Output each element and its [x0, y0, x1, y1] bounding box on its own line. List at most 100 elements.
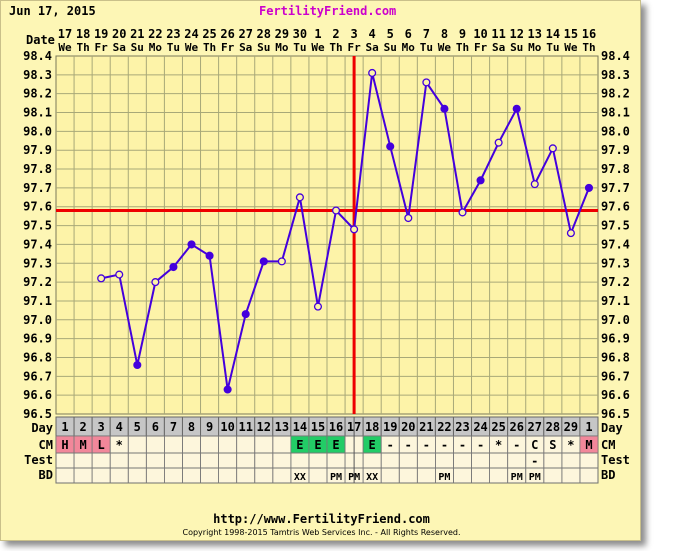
date-label: 24 — [184, 27, 198, 41]
date-label: 23 — [166, 27, 180, 41]
y-tick-label-right: 96.9 — [601, 332, 630, 346]
y-tick-label-left: 96.9 — [23, 332, 52, 346]
y-tick-label-left: 96.6 — [23, 388, 52, 402]
y-tick-label-left: 98.4 — [23, 49, 52, 63]
y-tick-label-right: 97.4 — [601, 237, 630, 251]
cm-value: S — [549, 438, 556, 452]
y-tick-label-right: 96.5 — [601, 407, 630, 421]
temperature-point — [205, 251, 214, 260]
temperature-point — [277, 257, 286, 266]
weekday-label: Sa — [113, 41, 126, 54]
temperature-point — [476, 176, 485, 185]
weekday-label: Fr — [474, 41, 488, 54]
temperature-point — [440, 104, 449, 113]
weekday-label: Sa — [492, 41, 505, 54]
weekday-label: Su — [257, 41, 270, 54]
temperature-point — [133, 360, 142, 370]
temperature-point — [512, 104, 521, 113]
temperature-series-line — [100, 72, 590, 390]
fertility-chart-card: Jun 17, 2015 FertilityFriend.com Date 17 1… — [0, 0, 641, 541]
weekday-label: Su — [510, 41, 523, 54]
y-tick-label-left: 97.8 — [23, 162, 52, 176]
cm-value: - — [405, 438, 412, 452]
weekday-label: We — [185, 41, 199, 54]
y-tick-label-right: 96.8 — [601, 350, 630, 364]
y-tick-label-right: 97.2 — [601, 275, 630, 289]
weekday-label: Tu — [167, 41, 180, 54]
date-label: 27 — [238, 27, 252, 41]
temperature-point — [530, 180, 539, 189]
cm-value: E — [369, 438, 376, 452]
brand-link[interactable]: FertilityFriend.com — [259, 4, 397, 18]
weekday-label: Tu — [293, 41, 306, 54]
temperature-point — [331, 206, 341, 215]
date-label: 21 — [130, 27, 144, 41]
y-tick-label-left: 97.9 — [23, 143, 52, 157]
cm-value: - — [459, 438, 466, 452]
weekday-label: Sa — [366, 41, 379, 54]
y-tick-label-right: 97.0 — [601, 313, 630, 327]
y-tick-label-left: 96.5 — [23, 407, 52, 421]
bd-value: XX — [366, 472, 378, 483]
cm-value: * — [567, 438, 574, 452]
date-label: 11 — [491, 27, 505, 41]
weekday-label: Su — [384, 41, 397, 54]
y-tick-label-right: 96.6 — [601, 388, 630, 402]
cycle-day-label: 1 — [61, 420, 68, 434]
y-tick-label-right: 98.4 — [601, 49, 630, 63]
cycle-day-label: 16 — [329, 420, 343, 434]
y-tick-label-left: 97.7 — [23, 181, 52, 195]
temperature-point — [169, 262, 178, 272]
date-label: 7 — [423, 27, 430, 41]
cycle-day-label: 29 — [564, 420, 578, 434]
temperature-point — [187, 240, 196, 249]
cycle-day-label: 6 — [152, 420, 159, 434]
temperature-point — [368, 68, 377, 78]
y-tick-label-left: 98.2 — [23, 87, 52, 101]
cm-value: - — [477, 438, 484, 452]
date-label: 30 — [293, 27, 307, 41]
cycle-day-label: 18 — [365, 420, 379, 434]
weekday-label: Fr — [221, 41, 235, 54]
bd-cell — [579, 467, 599, 484]
y-tick-label-right: 96.7 — [601, 369, 630, 383]
cycle-day-label: 13 — [275, 420, 289, 434]
weekday-label: Mo — [275, 41, 289, 54]
y-tick-label-left: 98.3 — [23, 68, 52, 82]
cm-value: - — [423, 438, 430, 452]
cm-value: - — [387, 438, 394, 452]
y-tick-label-right: 97.9 — [601, 143, 630, 157]
weekday-label: We — [564, 41, 578, 54]
bd-value: PM — [529, 472, 541, 483]
date-label: 10 — [473, 27, 487, 41]
temperature-point — [115, 270, 124, 279]
date-label: 16 — [582, 27, 596, 41]
cycle-day-label: 27 — [528, 420, 542, 434]
cycle-day-label: 24 — [473, 420, 487, 434]
y-tick-label-left: 96.7 — [23, 369, 52, 383]
cm-value: * — [116, 438, 123, 452]
temperature-chart: Date 17 18 19 20 21 22 23 24 25 26 27 28 29 30 1 2 3 4 5 6 7 8… — [23, 27, 630, 484]
date-label: 20 — [112, 27, 126, 41]
y-tick-label-left: 98.0 — [23, 124, 52, 138]
y-tick-label-left: 97.6 — [23, 200, 52, 214]
date-label: 22 — [148, 27, 162, 41]
weekday-label: Th — [76, 41, 89, 54]
weekday-label: Fr — [95, 41, 109, 54]
cm-value: E — [314, 438, 321, 452]
footer-url[interactable]: http://www.FertilityFriend.com — [213, 512, 430, 526]
footer-copyright: Copyright 1998-2015 Tamtris Web Services… — [182, 528, 461, 537]
cycle-day-label: 19 — [383, 420, 397, 434]
y-tick-label-right: 98.1 — [601, 106, 630, 120]
temperature-point — [494, 138, 503, 147]
weekday-label: Mo — [402, 41, 416, 54]
weekday-label: Su — [131, 41, 144, 54]
weekday-label: Tu — [420, 41, 433, 54]
test-row-label-right: Test — [601, 453, 630, 467]
y-tick-label-left: 96.8 — [23, 350, 52, 364]
date-label: 17 — [58, 27, 72, 41]
chart-date: Jun 17, 2015 — [9, 4, 96, 18]
temperature-point — [458, 208, 467, 217]
date-label: 25 — [202, 27, 216, 41]
bd-value: PM — [511, 472, 523, 483]
